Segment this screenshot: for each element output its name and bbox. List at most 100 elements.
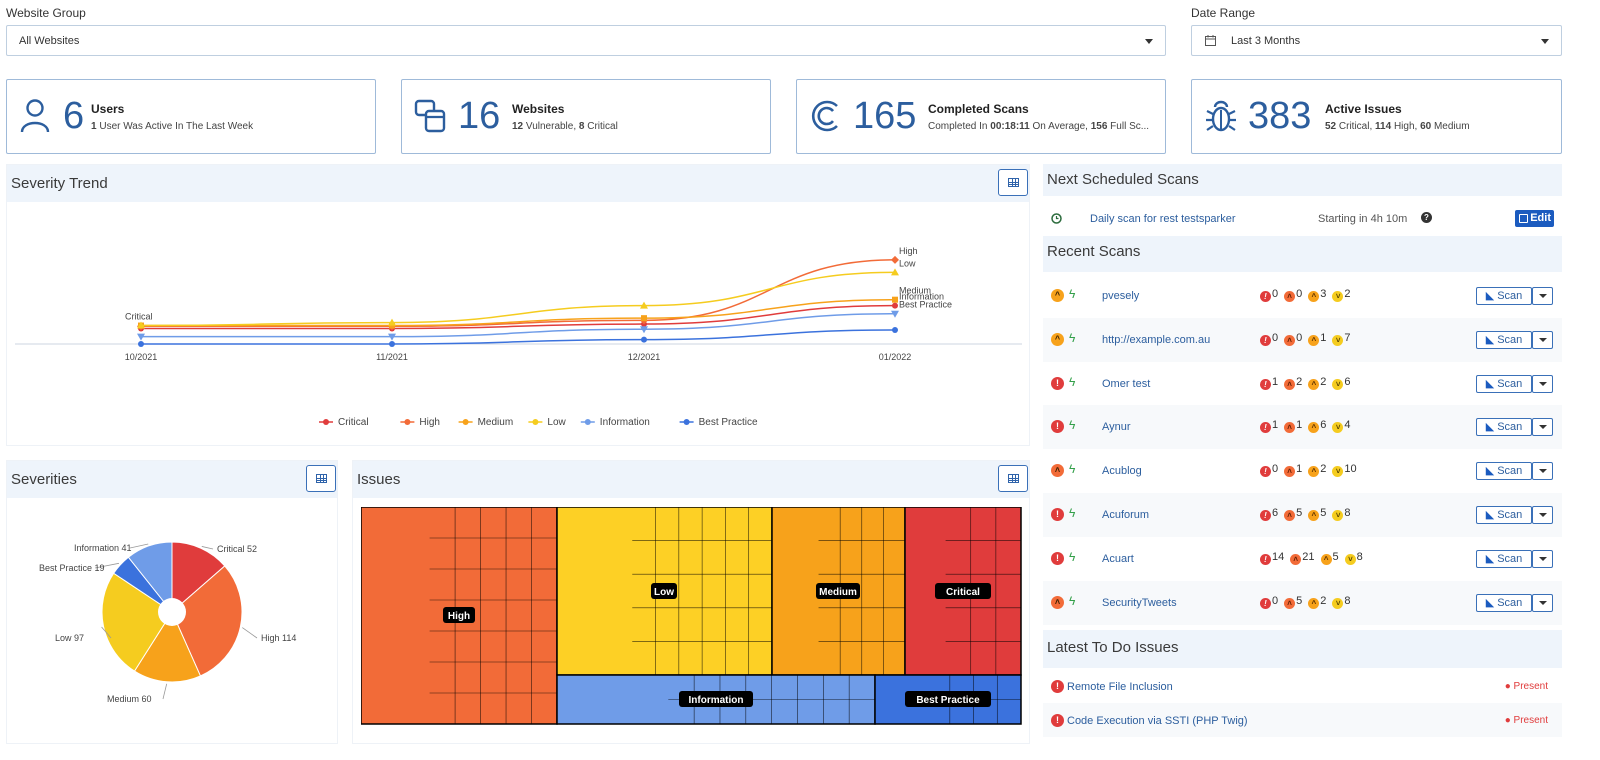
edit-schedule-button[interactable]: Edit [1515,210,1554,227]
todo-item-title[interactable]: Remote File Inclusion [1067,681,1173,693]
scan-button[interactable]: ◣ Scan [1476,593,1532,612]
scan-button[interactable]: ◣ Scan [1476,330,1532,349]
scan-target-link[interactable]: Omer test [1102,377,1151,390]
scan-target-link[interactable]: SecurityTweets [1102,596,1177,609]
high-count: ˄ 0 [1284,288,1302,302]
issues-title: Active Issues [1325,102,1402,116]
critical-count: ! 1 [1260,376,1278,390]
scan-button[interactable]: ◣ Scan [1476,462,1532,481]
pie-slice-information [127,541,173,614]
scan-target-link[interactable]: Acuforum [1102,509,1150,521]
severity-icon: ! [1051,376,1064,390]
scheduled-scan-start: Starting in 4h 10m [1318,213,1408,225]
scan-target-link[interactable]: pvesely [1102,290,1140,302]
scan-dropdown-button[interactable] [1532,593,1553,612]
todo-title: Latest To Do Issues [1047,639,1179,656]
severity-icon: ^ [1051,289,1064,302]
treemap-label: Critical [946,587,980,598]
severities-title: Severities [11,471,77,488]
bolt-icon: ϟ [1069,549,1076,564]
next-scheduled-title: Next Scheduled Scans [1047,171,1199,188]
scan-icon: ◣ [1485,465,1495,478]
scan-row: ^ ϟ http://example.com.au ! 0 ˄ 0 ^ 1 ˅ 7 ◣ Scan [1043,317,1562,362]
scans-title: Completed Scans [928,102,1029,116]
issues-table-button[interactable] [998,465,1028,492]
recent-scans-header: Recent Scans [1043,236,1562,272]
date-range-label: Date Range [1191,6,1256,20]
severity-trend-title: Severity Trend [11,175,108,192]
low-count: ˅ 8 [1332,507,1351,521]
todo-item[interactable]: ! Remote File Inclusion ● Present [1043,669,1562,703]
issues-card[interactable]: 383 Active Issues 52 Critical, 114 High,… [1191,79,1562,154]
severity-counts: ! 0 ˄ 0 ^ 1 ˅ 7 [1260,332,1357,346]
scan-dropdown-button[interactable] [1532,506,1553,524]
scans-card[interactable]: 165 Completed Scans Completed In 00:18:1… [796,79,1166,154]
scan-icon: ◣ [1485,552,1495,565]
severities-table-button[interactable] [306,465,336,492]
help-icon[interactable]: ? [1421,212,1432,223]
scan-dropdown-button[interactable] [1532,462,1553,481]
high-count: ˄ 0 [1284,332,1302,346]
scan-dropdown-button[interactable] [1532,287,1553,305]
scan-button[interactable]: ◣ Scan [1476,549,1532,568]
todo-item-title[interactable]: Code Execution via SSTI (PHP Twig) [1067,715,1248,727]
bolt-icon: ϟ [1069,593,1076,608]
legend-label: High [419,417,440,428]
medium-count: ^ 6 [1308,419,1326,434]
scan-dropdown-button[interactable] [1532,418,1553,437]
calendar-icon [1205,35,1216,46]
data-point [640,301,648,309]
scan-dropdown-button[interactable] [1532,330,1553,349]
scan-button[interactable]: ◣ Scan [1476,374,1532,393]
scan-target-link[interactable]: Aynur [1102,421,1131,434]
edit-icon [1519,214,1528,223]
treemap-group-medium: Medium [771,507,906,676]
pie-label: Information 41 [74,543,132,553]
scan-row: ! ϟ Acuforum ! 6 ˄ 5 ^ 5 ˅ 8 ◣ Scan [1043,493,1562,537]
websites-card[interactable]: 16 Websites 12 Vulnerable, 8 Critical [401,79,771,154]
series-end-label: Information [899,292,944,302]
scan-dropdown-button[interactable] [1532,549,1553,568]
severity-counts: ! 1 ˄ 2 ^ 2 ˅ 6 [1260,376,1357,390]
data-point [137,321,145,329]
issues-subtitle: 52 Critical, 114 High, 60 Medium [1325,121,1470,132]
clock-icon [1051,213,1062,224]
series-end-label: Best Practice [899,300,952,310]
scan-button[interactable]: ◣ Scan [1476,287,1532,305]
scan-target-link[interactable]: Acuart [1102,552,1134,565]
series-end-label: Medium [899,286,931,296]
pie-label: Critical 52 [217,544,257,554]
website-group-select[interactable]: All Websites [6,25,1166,56]
scan-row: ! ϟ Aynur ! 1 ˄ 1 ^ 6 ˅ 4 ◣ Scan [1043,405,1562,450]
users-card[interactable]: 6 Users 1 User Was Active In The Last We… [6,79,376,154]
medium-count: ^ 5 [1308,507,1326,521]
critical-count: ! 14 [1260,551,1284,565]
scan-target-link[interactable]: http://example.com.au [1102,333,1211,346]
legend-label: Critical [338,417,369,428]
severity-trend-table-button[interactable] [998,169,1028,196]
data-point [892,296,898,303]
issues-treemap: High Low Medium Critical Information Best Pra… [361,507,1022,725]
pie-leader-line [242,627,258,639]
date-range-select[interactable]: Last 3 Months [1191,25,1562,56]
scan-button[interactable]: ◣ Scan [1476,506,1532,524]
websites-count: 16 [458,95,501,137]
scheduled-scan-name[interactable]: Daily scan for rest testsparker [1090,213,1236,225]
x-tick-label: 10/2021 [125,352,158,362]
treemap-group-critical: Critical [904,507,1022,676]
scan-target-link[interactable]: Acublog [1102,465,1142,478]
severity-counts: ! 0 ˄ 0 ^ 3 ˅ 2 [1260,288,1357,302]
pie-label: Medium 60 [107,694,152,704]
scan-dropdown-button[interactable] [1532,374,1553,393]
scan-button[interactable]: ◣ Scan [1476,418,1532,437]
scan-icon: ◣ [1485,421,1495,434]
high-count: ˄ 21 [1290,551,1315,565]
scan-row: ^ ϟ pvesely ! 0 ˄ 0 ^ 3 ˅ 2 ◣ Scan [1043,274,1562,318]
high-count: ˄ 2 [1284,376,1302,390]
x-tick-label: 12/2021 [628,352,661,362]
severities-pie-chart: Critical 52 High 114 Medium 60 Low 97 Best P… [39,541,296,704]
pie-slice-critical [171,541,226,614]
todo-item[interactable]: ! Code Execution via SSTI (PHP Twig) ● P… [1043,703,1562,737]
bolt-icon: ϟ [1069,374,1076,389]
medium-count: ^ 5 [1320,551,1339,565]
